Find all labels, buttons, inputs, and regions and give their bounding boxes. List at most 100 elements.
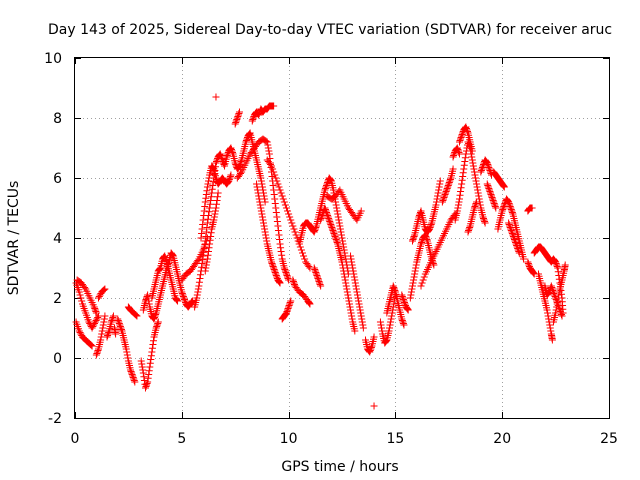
data-point [328, 225, 336, 233]
data-point [89, 323, 97, 330]
data-point [116, 323, 124, 330]
data-point [100, 286, 108, 294]
data-point [178, 290, 186, 297]
data-point [469, 159, 477, 167]
data-point [399, 296, 407, 303]
data-point [553, 261, 561, 269]
data-point [481, 219, 489, 227]
data-point [525, 261, 533, 269]
data-point [200, 248, 208, 256]
data-point [249, 116, 257, 123]
data-point [152, 311, 160, 318]
data-point [345, 300, 353, 308]
data-point [398, 315, 406, 323]
data-point [316, 281, 324, 288]
data-point [260, 219, 268, 227]
data-point [272, 204, 280, 212]
data-point [510, 234, 518, 242]
data-point [404, 306, 412, 314]
data-point [546, 321, 554, 329]
data-point [179, 291, 187, 299]
data-point [468, 147, 476, 155]
data-point [554, 264, 562, 272]
data-point [427, 222, 435, 230]
data-point [554, 302, 562, 309]
data-point [554, 294, 562, 302]
data-point [306, 300, 314, 308]
chart-title: Day 143 of 2025, Sidereal Day-to-day VTE… [48, 22, 612, 38]
data-point [255, 195, 263, 203]
data-point [419, 276, 427, 284]
data-point [312, 270, 320, 278]
data-point [86, 341, 94, 348]
data-point [349, 267, 357, 275]
data-point [485, 164, 493, 171]
data-point [199, 256, 207, 264]
data-point [524, 258, 532, 266]
data-point [454, 204, 462, 212]
data-point [543, 306, 551, 314]
data-point [351, 276, 359, 284]
data-point [128, 371, 136, 378]
data-point [169, 251, 177, 259]
data-point [418, 279, 426, 287]
data-point [382, 337, 390, 345]
data-point [325, 216, 333, 224]
data-point [385, 327, 393, 335]
data-point [155, 266, 163, 273]
data-point [281, 201, 289, 209]
data-point [544, 290, 552, 297]
data-point [468, 156, 476, 164]
data-point [544, 309, 552, 317]
data-point [335, 216, 343, 224]
data-point [348, 261, 356, 269]
data-point [225, 176, 233, 183]
data-point [93, 350, 101, 357]
data-point [352, 285, 360, 293]
data-point [153, 323, 161, 330]
data-point [399, 294, 407, 302]
data-point [312, 269, 320, 276]
data-point [460, 165, 468, 173]
data-point [75, 327, 83, 335]
data-point [123, 351, 131, 359]
data-point [88, 342, 96, 350]
data-point [151, 312, 159, 320]
data-point [117, 324, 125, 332]
data-point [410, 234, 418, 242]
data-point [557, 287, 565, 294]
data-point [485, 165, 493, 173]
data-point [312, 224, 320, 231]
data-point [454, 147, 462, 155]
data-point [389, 306, 397, 314]
data-point [359, 324, 367, 332]
data-point [198, 225, 206, 233]
data-point [145, 297, 153, 305]
data-point [275, 183, 283, 191]
data-point [486, 189, 494, 197]
data-point [162, 257, 170, 264]
data-point [150, 315, 158, 323]
data-point [399, 318, 407, 326]
data-point [341, 273, 349, 281]
data-point [333, 207, 341, 215]
y-tick-label: 4 [53, 231, 62, 247]
data-point [99, 321, 107, 329]
data-point [453, 144, 461, 152]
data-point [515, 248, 523, 255]
data-point [207, 193, 215, 201]
data-point [457, 135, 465, 143]
data-point [367, 344, 375, 351]
data-point [212, 204, 220, 212]
data-point [232, 119, 240, 126]
data-point [549, 287, 557, 294]
data-point [267, 164, 275, 171]
data-point [173, 296, 181, 304]
data-point [206, 240, 214, 248]
data-point [487, 191, 495, 198]
data-point [226, 174, 234, 182]
y-tick-label: 6 [53, 171, 62, 187]
data-point [515, 249, 523, 257]
x-tick-label: 0 [71, 431, 80, 447]
